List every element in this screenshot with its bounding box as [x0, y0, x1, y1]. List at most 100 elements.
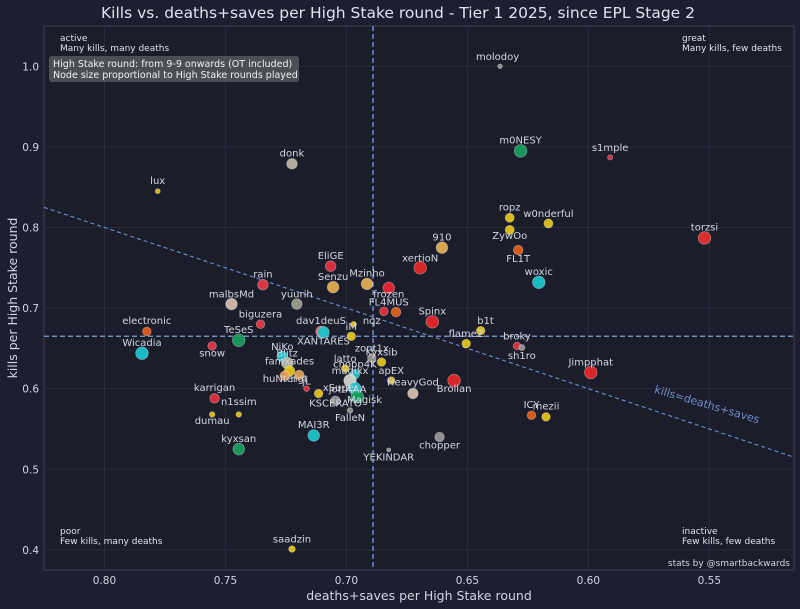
- chart-title: Kills vs. deaths+saves per High Stake ro…: [101, 4, 695, 22]
- point-label: b1t: [477, 316, 494, 327]
- grid: [44, 26, 794, 570]
- point-label: malbsMd: [209, 290, 254, 301]
- point-dumau: [208, 411, 216, 418]
- y-tick-label: 0.6: [22, 384, 39, 396]
- point-label: zont1x: [355, 344, 389, 355]
- point-ropz: [504, 212, 515, 223]
- note-box: High Stake round: from 9-9 onwards (OT i…: [49, 56, 299, 82]
- point-label: w0nderful: [523, 209, 573, 220]
- point-yekindar: [386, 447, 392, 453]
- quadrant-label-bottom-left-desc: Few kills, many deaths: [60, 537, 163, 547]
- point-label: Magisk: [347, 395, 382, 406]
- point-label: EliGE: [318, 251, 344, 262]
- point-label: FL1T: [506, 254, 531, 265]
- note-box-background: [49, 56, 299, 82]
- point-label: electronic: [122, 316, 171, 327]
- quadrant-label-top-left-title: active: [60, 34, 88, 44]
- point-label: FL4MUS: [369, 298, 409, 309]
- point-nqz: [350, 320, 357, 328]
- point-m0nesy: [513, 144, 528, 158]
- point-label: molodoy: [476, 52, 519, 63]
- point-label: woxic: [525, 267, 553, 278]
- point-snow: [207, 341, 217, 351]
- point-rain: [257, 279, 269, 291]
- quadrant-label-top-left-desc: Many kills, many deaths: [60, 44, 169, 54]
- y-tick-label: 0.8: [22, 222, 39, 234]
- point-apex2: [386, 376, 396, 385]
- point-elige: [324, 260, 337, 272]
- point-label: TeSeS: [223, 325, 253, 336]
- point-malbsmd: [225, 297, 238, 311]
- point-label: apEX: [378, 366, 404, 377]
- point-label: mezii: [533, 402, 560, 413]
- point-electronic: [142, 326, 152, 337]
- point-label: jottAAA: [328, 385, 367, 396]
- point-karrigan: [209, 393, 220, 404]
- point-label: XANTARES: [297, 336, 350, 347]
- point-molodoy: [497, 63, 503, 69]
- y-tick-label: 0.9: [22, 142, 39, 154]
- point-frozen: [382, 281, 395, 295]
- point-label: Senzu: [318, 272, 348, 283]
- point-label: Kyxsib: [365, 348, 397, 359]
- point-kyxsan: [232, 442, 245, 456]
- point-label: broky: [503, 332, 531, 343]
- point-label: 910: [432, 232, 451, 243]
- y-axis-label: kills per High Stake round: [5, 218, 20, 379]
- y-tick-label: 0.5: [22, 464, 39, 476]
- point-zywoo: [504, 224, 515, 235]
- point-label: kyxsan: [221, 434, 256, 445]
- x-tick-label: 0.55: [698, 575, 721, 587]
- point-latto: [341, 364, 350, 373]
- point-label: magixx: [332, 366, 369, 377]
- point-icy: [526, 410, 537, 420]
- point-label: Spinx: [418, 307, 446, 318]
- point-labels: molodoy m0NESY s1mple donk lux torzsi ropzw0nd…: [122, 52, 718, 546]
- point-w0nderful: [543, 218, 554, 229]
- x-tick-label: 0.80: [93, 575, 116, 587]
- point-mzinho: [360, 277, 374, 291]
- point-label: chopper: [419, 440, 461, 451]
- x-tick-label: 0.70: [335, 575, 358, 587]
- point-senzu: [326, 280, 340, 294]
- point-teses: [232, 333, 246, 348]
- tick-labels: 0.80 0.75 0.70 0.65 0.60 0.55 0.4 0.5 0.6 0.7 0.8 0…: [22, 61, 721, 587]
- point-chopper: [434, 431, 445, 443]
- quadrant-label-bottom-right-desc: Few kills, few deaths: [682, 537, 775, 547]
- point-label: xSuper: [323, 383, 359, 394]
- y-tick-label: 0.4: [22, 545, 39, 557]
- point-label: torzsi: [691, 223, 718, 234]
- point-wicadia: [135, 346, 149, 360]
- point-hunter: [279, 370, 290, 381]
- point-rigt: [294, 369, 305, 381]
- quadrant-label-bottom-left-title: poor: [60, 527, 81, 537]
- y-tick-label: 0.7: [22, 303, 39, 315]
- point-sh1ro: [518, 344, 526, 352]
- point-label: yuurih: [281, 290, 313, 301]
- point-label: lux: [150, 176, 165, 187]
- point-magisk: [350, 390, 365, 404]
- point-label: latto: [334, 354, 357, 365]
- point-kscerato: [330, 395, 341, 406]
- point-label: chopp4K: [333, 360, 377, 371]
- point-label: KSCERATO: [309, 398, 362, 409]
- point-fallen: [346, 407, 354, 414]
- point-apex: [390, 306, 402, 318]
- point-donk: [286, 158, 298, 170]
- point-label: Blitz: [276, 348, 298, 359]
- point-label: Wicadia: [122, 338, 161, 349]
- point-label: iM: [346, 322, 357, 333]
- data-points: [135, 63, 712, 553]
- point-mezii: [541, 412, 551, 422]
- point-label: biguzera: [239, 310, 282, 321]
- point-xertion: [413, 261, 427, 275]
- note-line-1: High Stake round: from 9-9 onwards (OT i…: [53, 59, 292, 70]
- point-xantares: [317, 326, 330, 339]
- point-label: frozen: [373, 290, 404, 301]
- x-tick-label: 0.60: [577, 575, 600, 587]
- point-label: sh1ro: [508, 351, 536, 362]
- point-label: dav1deuS: [296, 316, 346, 327]
- point-label: xertioN: [402, 253, 438, 264]
- point-label: Mzinho: [349, 269, 384, 280]
- point-b1t: [475, 325, 486, 336]
